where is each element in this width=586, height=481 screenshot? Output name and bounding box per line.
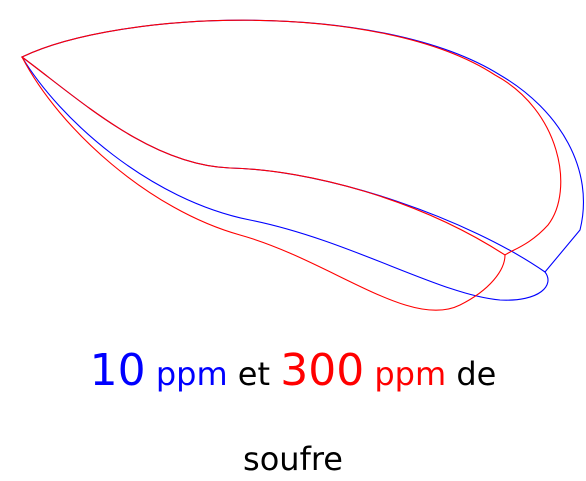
caption-line2: soufre [243, 440, 343, 478]
unit: ppm [155, 355, 228, 393]
red-outline [20, 19, 562, 256]
blue-lower [21, 56, 549, 301]
number: 10 [89, 345, 146, 396]
curves [20, 19, 584, 311]
caption-line1: 10 ppm et 300 ppm de [0, 345, 586, 396]
unit: ppm [374, 355, 447, 393]
word: de [456, 355, 497, 393]
red-lower [21, 56, 506, 311]
red-curve [20, 19, 562, 311]
number: 300 [280, 345, 365, 396]
word: et [237, 355, 271, 393]
